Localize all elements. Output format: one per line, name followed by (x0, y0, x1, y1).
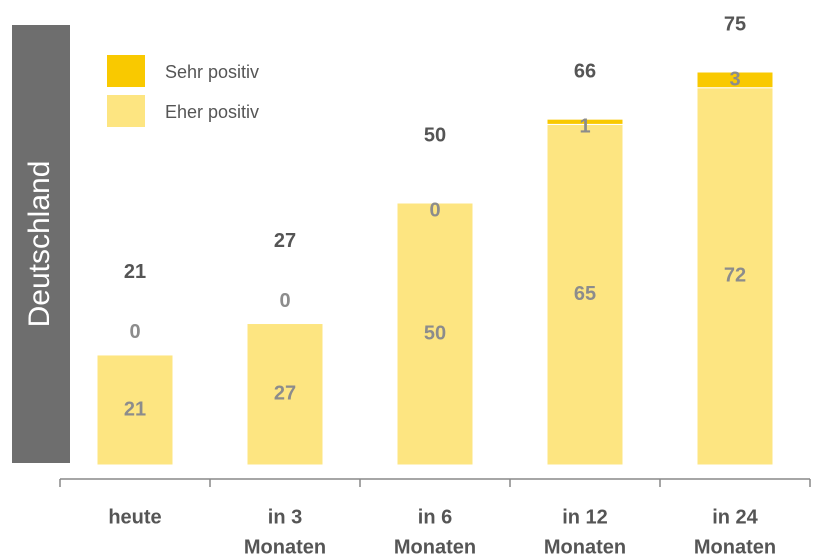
x-tick-label: in 6 (418, 506, 452, 528)
value-label: 21 (124, 398, 146, 420)
value-label: 65 (574, 283, 596, 305)
bar-segment (546, 118, 624, 125)
bar-segment (396, 202, 474, 466)
x-tick-label: Monaten (544, 536, 626, 558)
legend-label: Sehr positiv (165, 62, 259, 82)
legend-swatch (107, 55, 145, 87)
bar-segment (696, 87, 774, 466)
total-label: 66 (574, 60, 596, 82)
row-label: Deutschland (23, 161, 56, 328)
total-label: 21 (124, 261, 146, 283)
total-label: 50 (424, 124, 446, 146)
x-tick-label: in 3 (268, 506, 302, 528)
value-label: 1 (579, 115, 590, 137)
row-label-box (12, 25, 70, 463)
total-label: 75 (724, 13, 746, 35)
total-label: 27 (274, 230, 296, 252)
value-label: 50 (424, 322, 446, 344)
value-label: 0 (429, 199, 440, 221)
x-tick-label: Monaten (694, 536, 776, 558)
bar-segment (696, 71, 774, 89)
legend-label: Eher positiv (165, 102, 259, 122)
x-tick-label: Monaten (394, 536, 476, 558)
value-label: 27 (274, 383, 296, 405)
value-label: 0 (129, 321, 140, 343)
value-label: 0 (279, 290, 290, 312)
bar-segment (246, 323, 324, 466)
x-tick-label: heute (108, 506, 161, 528)
x-tick-label: in 12 (562, 506, 608, 528)
value-label: 72 (724, 265, 746, 287)
value-label: 3 (729, 68, 740, 90)
x-tick-label: in 24 (712, 506, 758, 528)
bar-segment (546, 123, 624, 466)
legend-swatch (107, 95, 145, 127)
bar-segment (96, 354, 174, 466)
x-tick-label: Monaten (244, 536, 326, 558)
